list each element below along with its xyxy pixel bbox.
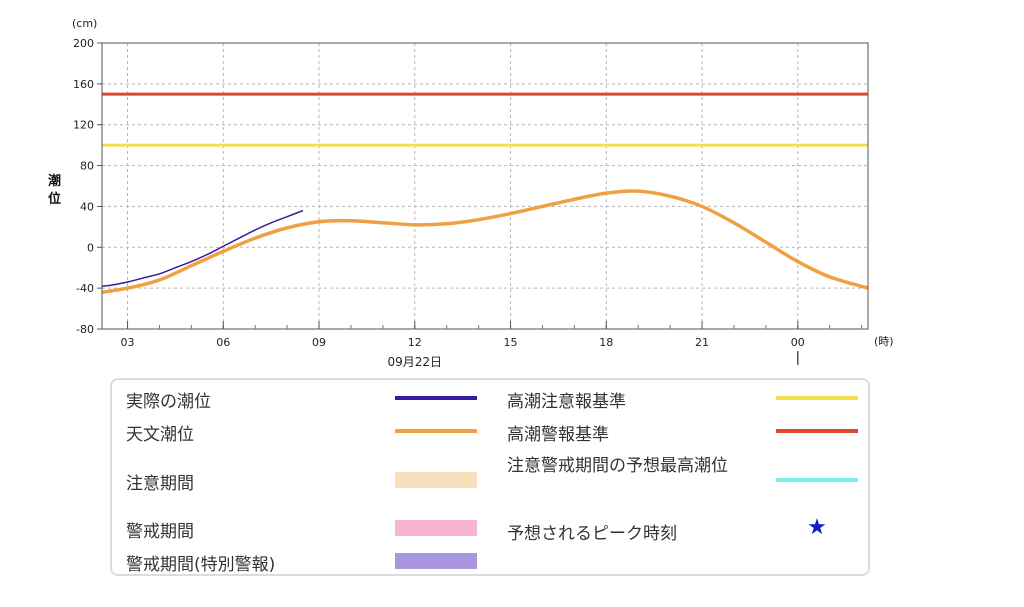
y-tick-label: 40 [80, 200, 94, 213]
tide-chart: 200 160 120 80 40 0 -40 -80 03 06 09 12 15 18 21 00 (cm… [48, 17, 894, 369]
x-tick-label: 21 [695, 336, 709, 349]
y-tick-label: 160 [73, 78, 94, 91]
legend-label: 注意期間 [126, 474, 194, 494]
legend-label: 警戒期間 [126, 522, 194, 542]
legend-band-swatch [395, 520, 477, 536]
legend-label: 警戒期間(特別警報) [126, 555, 276, 575]
y-tick-label: 0 [87, 241, 94, 254]
series-astronomical-tide [101, 189, 869, 294]
x-tick-label: 12 [408, 336, 422, 349]
legend-label: 高潮注意報基準 [507, 392, 626, 412]
legend-band-swatch [395, 472, 477, 488]
legend-label: 予想されるピーク時刻 [507, 524, 677, 544]
y-tick-label: 120 [73, 119, 94, 132]
x-tick-label: 03 [121, 336, 135, 349]
y-tick-label: -40 [76, 282, 94, 295]
x-tick-label: 09 [312, 336, 326, 349]
legend: 実際の潮位天文潮位注意期間警戒期間警戒期間(特別警報) 高潮注意報基準 高潮警報基準… [110, 378, 870, 576]
plot-frame [101, 42, 869, 330]
x-tick-label: 06 [216, 336, 230, 349]
date-label: 09月22日 [388, 355, 443, 369]
legend-line-swatch [776, 396, 858, 400]
x-unit-label: (時) [874, 335, 894, 348]
legend-band-swatch [395, 553, 477, 569]
legend-label: 高潮警報基準 [507, 425, 609, 445]
x-tick-label: 18 [599, 336, 613, 349]
legend-star-icon: ★ [807, 515, 827, 540]
series [101, 189, 869, 294]
legend-line-swatch [776, 429, 858, 433]
legend-line-swatch [395, 396, 477, 400]
y-tick-label: 80 [80, 160, 94, 173]
grid [102, 43, 868, 329]
y-tick-label: -80 [76, 323, 94, 336]
y-axis-label-char-1: 潮 [48, 173, 61, 189]
legend-label: 天文潮位 [126, 425, 194, 445]
x-tick-label: 00 [791, 336, 805, 349]
legend-label: 実際の潮位 [126, 392, 211, 412]
legend-label: 注意警戒期間の予想最高潮位 [507, 456, 728, 476]
axes: 200 160 120 80 40 0 -40 -80 03 06 09 12 15 18 21 00 [73, 37, 869, 365]
y-unit-label: (cm) [72, 17, 97, 30]
legend-line-swatch [395, 429, 477, 433]
y-tick-label: 200 [73, 37, 94, 50]
y-axis-label-char-2: 位 [48, 191, 61, 207]
x-tick-label: 15 [504, 336, 518, 349]
thresholds [102, 92, 868, 147]
legend-line-swatch [776, 478, 858, 482]
series-actual-tide [101, 209, 304, 287]
